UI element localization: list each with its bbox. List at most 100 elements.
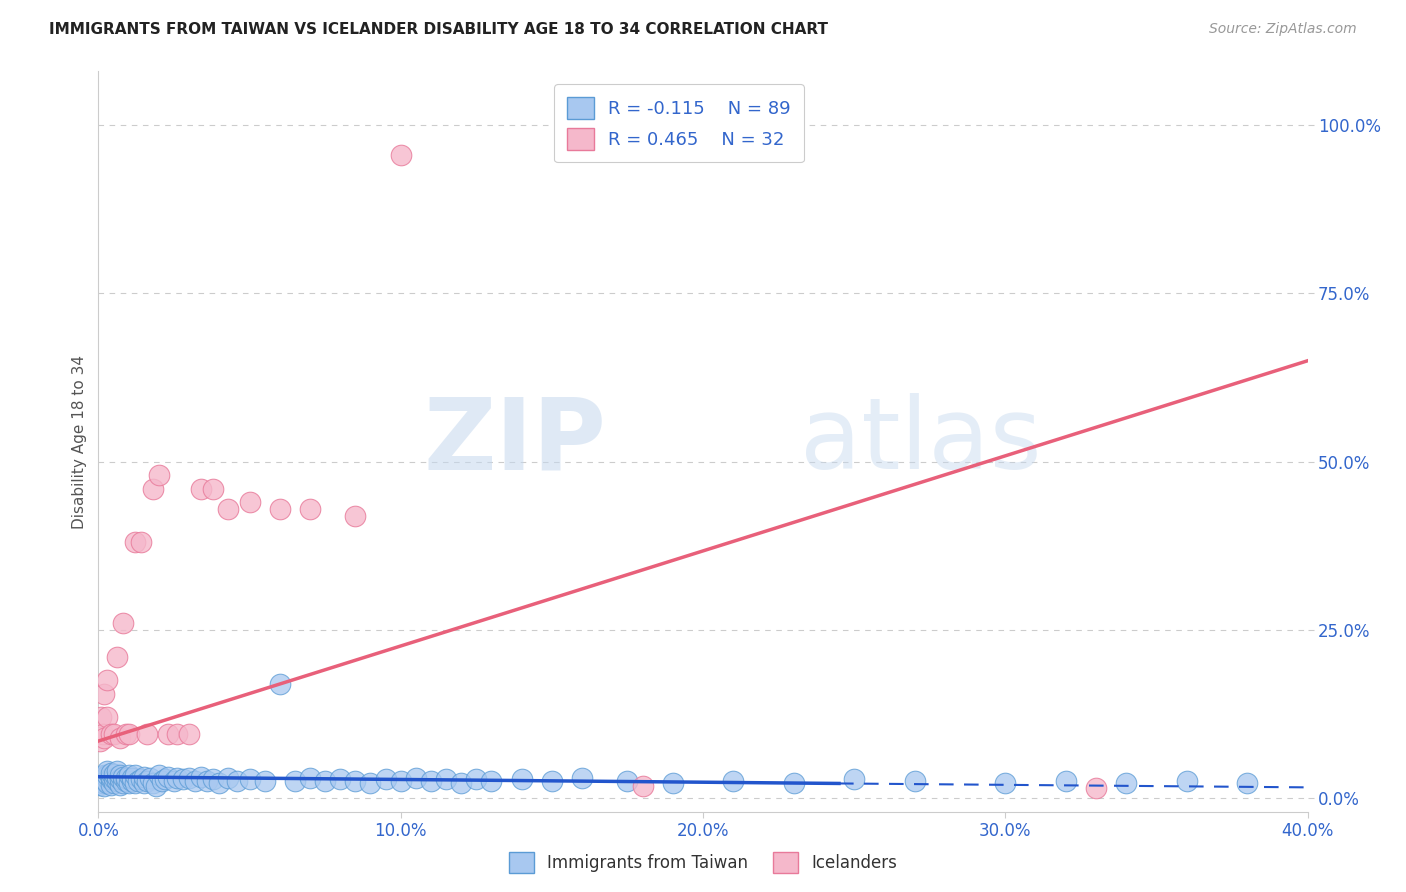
Point — [389, 774, 412, 789]
Point — [96, 710, 118, 724]
Point — [179, 771, 201, 785]
Point — [253, 774, 276, 789]
Point — [103, 727, 125, 741]
Point — [108, 772, 131, 787]
Point — [100, 778, 122, 792]
Point — [202, 772, 225, 787]
Text: ZIP: ZIP — [423, 393, 606, 490]
Point — [166, 771, 188, 785]
Point — [108, 731, 131, 745]
Point — [844, 772, 866, 787]
Point — [420, 774, 443, 789]
Point — [96, 764, 118, 779]
Point — [314, 774, 336, 789]
Point — [90, 774, 112, 789]
Point — [91, 727, 114, 741]
Point — [93, 779, 115, 793]
Point — [150, 774, 173, 789]
Point — [145, 779, 167, 793]
Point — [105, 764, 128, 779]
Point — [994, 776, 1017, 790]
Point — [100, 770, 122, 784]
Point — [148, 767, 170, 781]
Point — [450, 776, 472, 790]
Point — [142, 482, 165, 496]
Point — [156, 770, 179, 784]
Point — [96, 767, 118, 781]
Point — [540, 774, 562, 789]
Point — [904, 774, 927, 789]
Point — [148, 468, 170, 483]
Text: atlas: atlas — [800, 393, 1042, 490]
Point — [1085, 781, 1108, 796]
Point — [135, 774, 157, 789]
Point — [111, 616, 134, 631]
Point — [124, 535, 146, 549]
Point — [96, 771, 118, 785]
Point — [783, 776, 806, 790]
Point — [163, 774, 186, 789]
Point — [190, 770, 212, 784]
Point — [405, 771, 427, 785]
Text: IMMIGRANTS FROM TAIWAN VS ICELANDER DISABILITY AGE 18 TO 34 CORRELATION CHART: IMMIGRANTS FROM TAIWAN VS ICELANDER DISA… — [49, 22, 828, 37]
Point — [156, 727, 179, 741]
Point — [389, 148, 412, 162]
Point — [90, 710, 112, 724]
Point — [121, 774, 143, 789]
Point — [299, 771, 322, 785]
Point — [239, 495, 262, 509]
Point — [94, 774, 117, 789]
Point — [93, 767, 115, 781]
Point — [124, 767, 146, 781]
Point — [114, 727, 136, 741]
Point — [1236, 776, 1258, 790]
Point — [226, 774, 249, 789]
Point — [90, 771, 112, 785]
Point — [103, 771, 125, 785]
Point — [465, 772, 488, 787]
Point — [93, 772, 115, 787]
Point — [93, 731, 115, 745]
Point — [217, 771, 239, 785]
Point — [1175, 774, 1198, 789]
Point — [142, 776, 165, 790]
Point — [124, 776, 146, 790]
Point — [132, 770, 155, 784]
Point — [105, 770, 128, 784]
Point — [118, 776, 141, 790]
Y-axis label: Disability Age 18 to 34: Disability Age 18 to 34 — [72, 354, 87, 529]
Point — [105, 774, 128, 789]
Point — [510, 772, 533, 787]
Point — [100, 765, 122, 780]
Point — [118, 767, 141, 781]
Point — [108, 778, 131, 792]
Point — [344, 774, 367, 789]
Point — [208, 776, 231, 790]
Legend: R = -0.115    N = 89, R = 0.465    N = 32: R = -0.115 N = 89, R = 0.465 N = 32 — [554, 84, 804, 162]
Point — [100, 727, 122, 741]
Point — [217, 501, 239, 516]
Point — [329, 772, 352, 787]
Point — [129, 772, 152, 787]
Point — [132, 776, 155, 790]
Point — [153, 772, 176, 787]
Point — [269, 677, 291, 691]
Point — [195, 774, 218, 789]
Point — [434, 772, 457, 787]
Point — [284, 774, 307, 789]
Point — [105, 649, 128, 664]
Point — [481, 774, 503, 789]
Point — [135, 727, 157, 741]
Point — [616, 774, 638, 789]
Point — [114, 774, 136, 789]
Point — [179, 727, 201, 741]
Point — [661, 776, 683, 790]
Point — [103, 767, 125, 781]
Point — [172, 772, 194, 787]
Point — [127, 774, 149, 789]
Point — [89, 734, 111, 748]
Point — [89, 778, 111, 792]
Point — [299, 501, 322, 516]
Point — [91, 776, 114, 790]
Point — [571, 771, 593, 785]
